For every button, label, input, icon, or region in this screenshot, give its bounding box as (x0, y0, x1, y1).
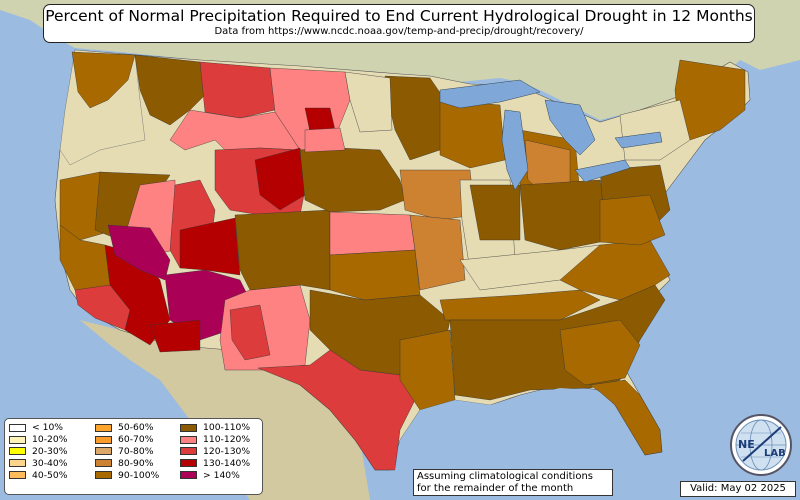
legend-label: 10-20% (32, 434, 68, 446)
legend-swatch (95, 471, 112, 480)
lake-michigan (501, 109, 529, 191)
region-georgia-brown (559, 319, 641, 386)
legend-swatch (180, 423, 197, 432)
region-plains-brown (234, 209, 331, 291)
legend-column-2: 50-60% 60-70% 70-80% 80-90% 90-100% (95, 422, 159, 481)
note-line-1: Assuming climatological conditions (417, 471, 593, 482)
region-missouri-orange (409, 214, 466, 291)
region-iowa-orange (399, 169, 476, 221)
legend-swatch (180, 459, 197, 468)
legend-label: 120-130% (203, 445, 251, 457)
region-south-az-dark (149, 319, 201, 353)
legend-item: 120-130% (180, 446, 250, 458)
region-virginia-brown (599, 194, 666, 246)
map-title: Percent of Normal Precipitation Required… (45, 7, 753, 25)
legend-item: 100-110% (180, 422, 250, 434)
legend-swatch (9, 447, 26, 456)
legend-label: 30-40% (32, 457, 68, 469)
valid-date: Valid: May 02 2025 (680, 481, 796, 497)
region-indiana-brown (469, 184, 521, 241)
legend-swatch (95, 423, 112, 432)
legend-item: 60-70% (95, 434, 159, 446)
lake-superior (439, 79, 541, 109)
legend-label: 40-50% (32, 469, 68, 481)
legend-item: 40-50% (9, 469, 67, 481)
region-kansas-pink (329, 211, 416, 256)
legend-column-3: 100-110% 110-120% 120-130% 130-140% > 140% (180, 422, 250, 481)
legend-swatch (9, 471, 26, 480)
legend-swatch (95, 459, 112, 468)
legend-item: 30-40% (9, 457, 67, 469)
lake-ontario (614, 131, 663, 149)
legend-item: 110-120% (180, 434, 250, 446)
region-texas-red (257, 349, 416, 471)
legend-label: 60-70% (118, 434, 154, 446)
region-ohio-brown (519, 179, 611, 251)
legend-swatch (9, 423, 26, 432)
region-colorado-dark (254, 147, 306, 211)
legend-swatch (95, 435, 112, 444)
legend-label: 130-140% (203, 457, 251, 469)
legend-item: > 140% (180, 469, 250, 481)
region-florida (589, 379, 663, 456)
nexlab-globe-logo-icon: NE LAB (730, 414, 792, 476)
note-line-2: for the remainder of the month (417, 483, 574, 494)
region-wisconsin (439, 99, 506, 169)
legend-swatch (95, 447, 112, 456)
legend-label: 20-30% (32, 445, 68, 457)
legend-item: 50-60% (95, 422, 159, 434)
legend-item: 130-140% (180, 457, 250, 469)
lake-huron (544, 99, 596, 156)
logo-text-left: NE (738, 438, 755, 451)
legend-item: 90-100% (95, 469, 159, 481)
legend-item: 20-30% (9, 446, 67, 458)
legend-swatch (9, 459, 26, 468)
legend-swatch (180, 435, 197, 444)
region-carolinas (559, 239, 671, 301)
region-montana-red (199, 61, 276, 119)
region-arizona-dark-red (179, 217, 241, 276)
legend-item: 10-20% (9, 434, 67, 446)
legend-label: 110-120% (203, 434, 251, 446)
legend-label: 50-60% (118, 422, 154, 434)
legend-swatch (180, 471, 197, 480)
legend-swatch (180, 447, 197, 456)
region-magenta-west (107, 224, 171, 281)
legend-label: 80-90% (118, 457, 154, 469)
legend-label: > 140% (203, 469, 240, 481)
region-iowa-light (344, 71, 393, 133)
mexico-land (80, 320, 370, 500)
legend-column-1: < 10% 10-20% 20-30% 30-40% 40-50% (9, 422, 67, 481)
region-oklahoma-brown (329, 249, 421, 301)
title-box: Percent of Normal Precipitation Required… (43, 4, 755, 43)
legend-item: 80-90% (95, 457, 159, 469)
region-nebraska-pink (304, 127, 346, 153)
legend-item: 70-80% (95, 446, 159, 458)
legend-label: 70-80% (118, 445, 154, 457)
assumption-note: Assuming climatological conditions for t… (413, 469, 613, 496)
logo-text-right: LAB (764, 448, 786, 459)
map-subtitle: Data from https://www.ncdc.noaa.gov/temp… (214, 26, 584, 37)
legend-swatch (9, 435, 26, 444)
region-new-england (674, 59, 746, 141)
legend-label: 100-110% (203, 422, 251, 434)
legend: < 10% 10-20% 20-30% 30-40% 40-50% 50-60% 60-7… (4, 418, 263, 495)
lake-erie (574, 159, 631, 183)
legend-item: < 10% (9, 422, 67, 434)
legend-label: 90-100% (118, 469, 160, 481)
region-nm-red (229, 304, 271, 361)
legend-label: < 10% (32, 422, 64, 434)
